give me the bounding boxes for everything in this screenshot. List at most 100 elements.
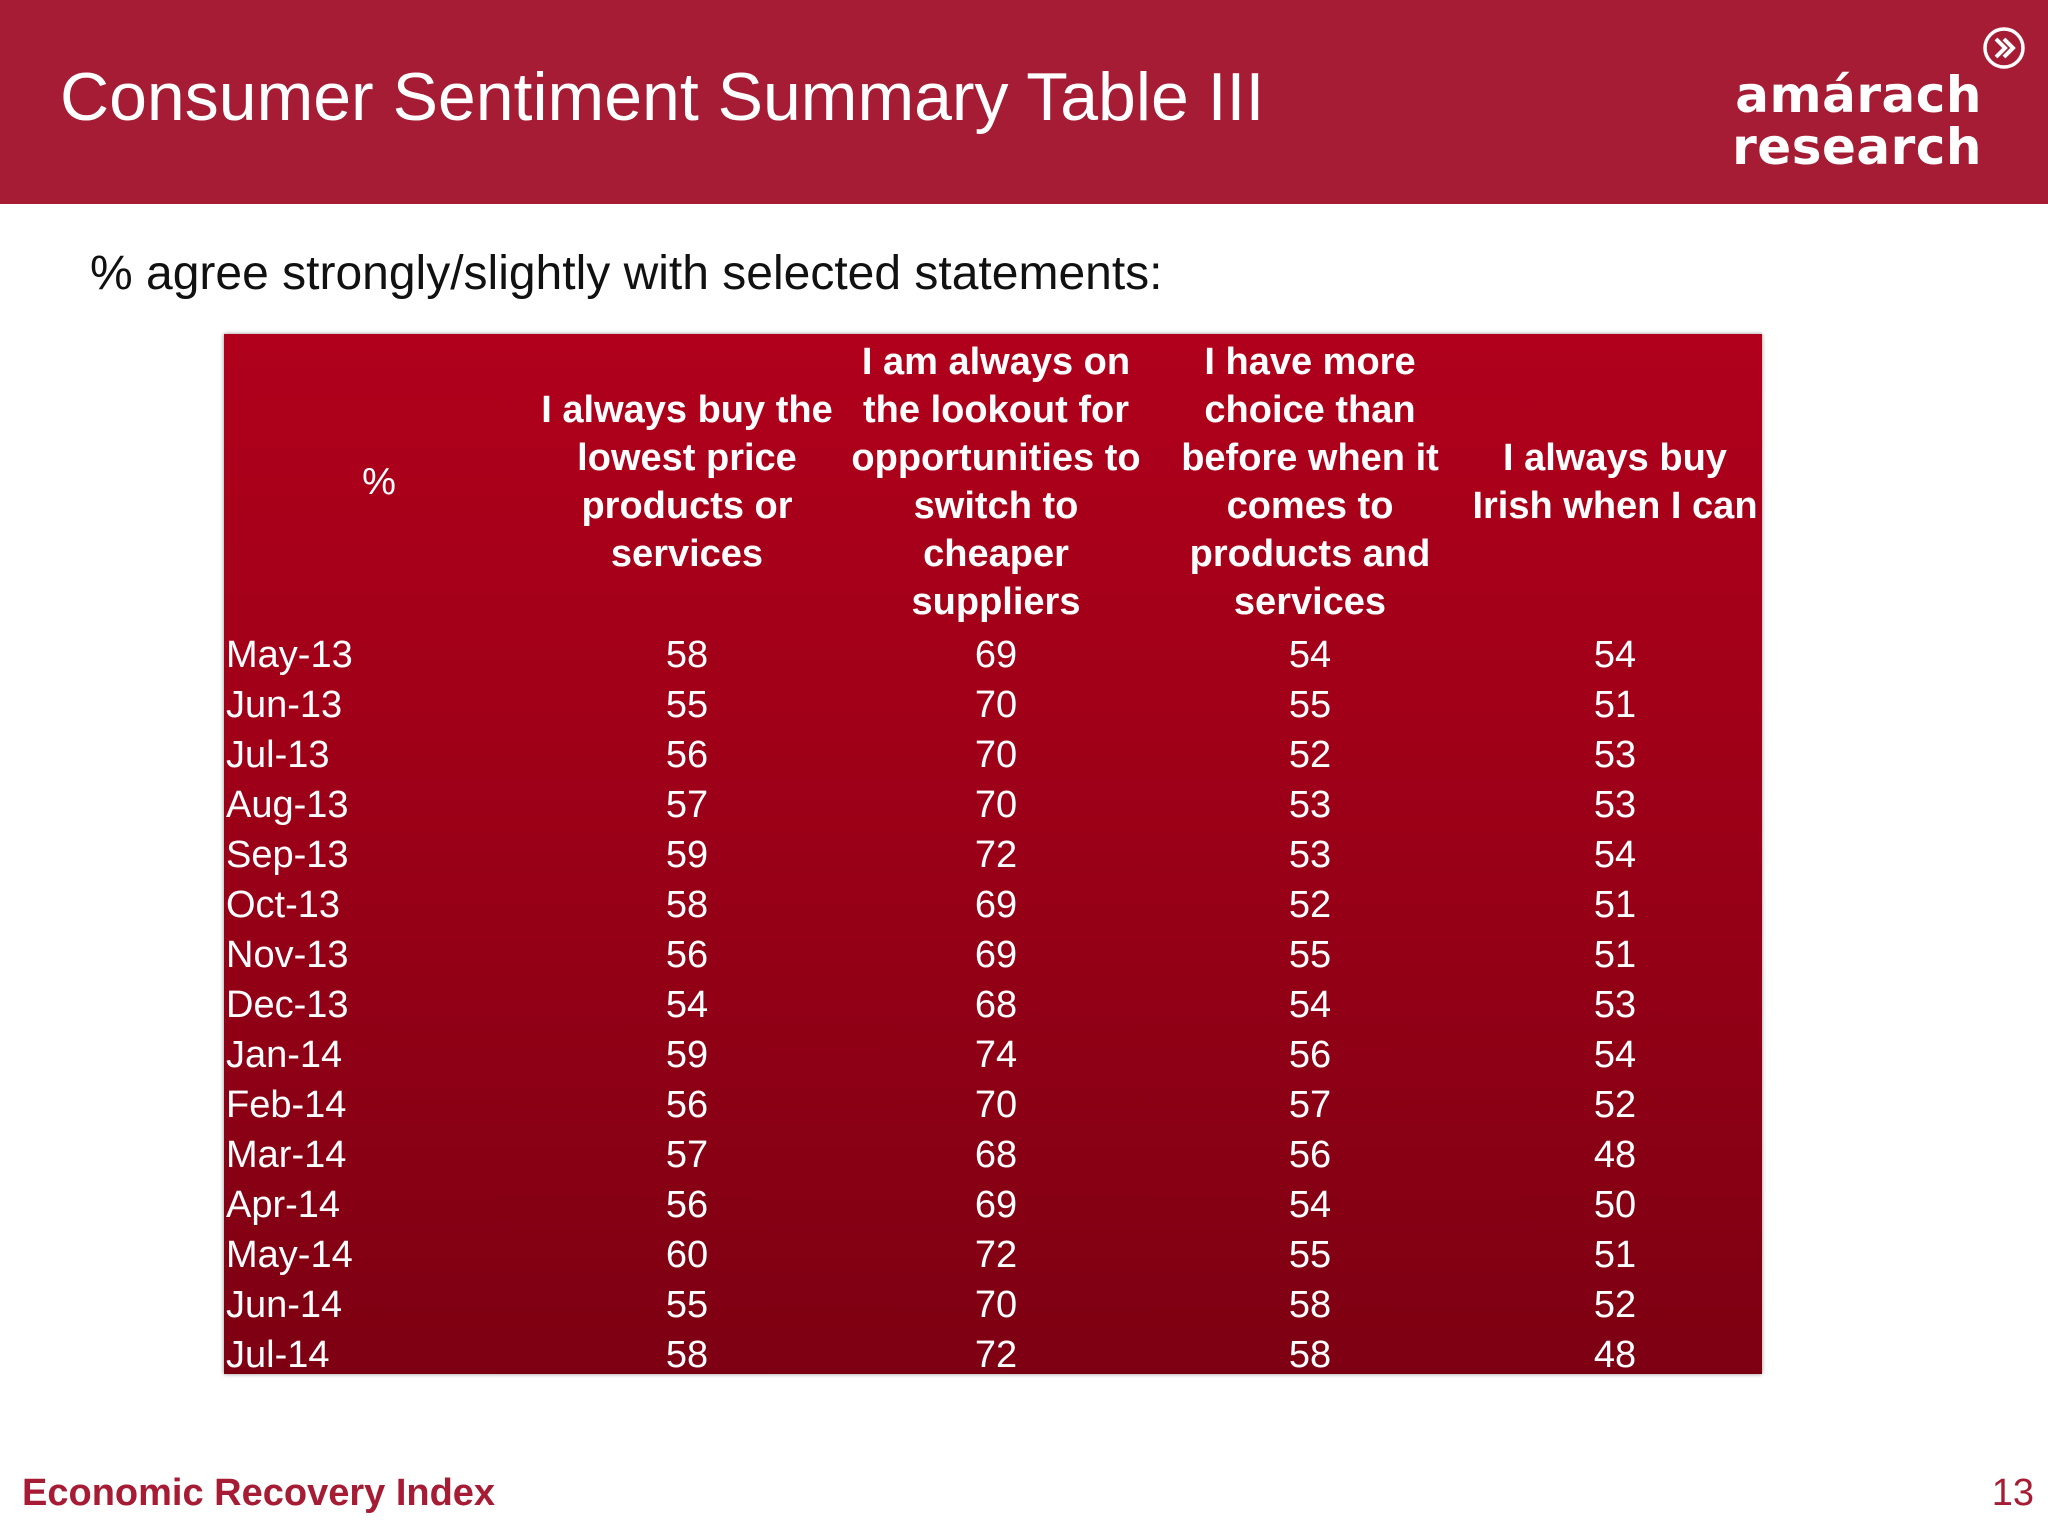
table-row: Oct-13 58 69 52 51 [224, 880, 1762, 930]
value-cell-col-1: 56 [665, 734, 709, 776]
table-header-row: % I always buy the lowest price products… [224, 334, 1762, 630]
value-cell-col-4: 53 [1593, 984, 1637, 1026]
row-month-label: Jun-14 [226, 1284, 343, 1326]
value-cell-col-4: 52 [1593, 1084, 1637, 1126]
value-cell-col-4: 51 [1593, 684, 1637, 726]
value-cell-col-3: 56 [1288, 1134, 1332, 1176]
value-cell-col-4: 51 [1593, 884, 1637, 926]
value-cell-col-2: 70 [974, 784, 1018, 826]
value-cell-col-3: 54 [1288, 1184, 1332, 1226]
row-month-label: Sep-13 [226, 834, 349, 876]
value-cell-col-2: 69 [974, 1184, 1018, 1226]
double-chevron-right-icon [1983, 27, 2025, 69]
value-cell-col-2: 68 [974, 984, 1018, 1026]
value-cell-col-1: 56 [665, 1184, 709, 1226]
logo-line-2: research [1732, 118, 1982, 176]
header-percent: % [362, 461, 396, 503]
table-row: Aug-13 57 70 53 53 [224, 780, 1762, 830]
table-row: Jun-14 55 70 58 52 [224, 1280, 1762, 1330]
table-row: Jun-13 55 70 55 51 [224, 680, 1762, 730]
table-row: Apr-14 56 69 54 50 [224, 1180, 1762, 1230]
value-cell-col-1: 56 [665, 1084, 709, 1126]
row-month-label: Jan-14 [226, 1034, 343, 1076]
value-cell-col-2: 70 [974, 1084, 1018, 1126]
value-cell-col-3: 52 [1288, 884, 1332, 926]
value-cell-col-4: 53 [1593, 784, 1637, 826]
row-month-label: Jul-14 [226, 1334, 330, 1376]
value-cell-col-3: 58 [1288, 1334, 1332, 1376]
header-band: Consumer Sentiment Summary Table III amá… [0, 0, 2048, 204]
value-cell-col-2: 72 [974, 1334, 1018, 1376]
table-body: May-13 58 69 54 54 Jun-13 55 70 55 51 Jul-13 56 70 52… [224, 630, 1762, 1380]
table-row: Jul-13 56 70 52 53 [224, 730, 1762, 780]
value-cell-col-3: 55 [1288, 684, 1332, 726]
value-cell-col-4: 50 [1593, 1184, 1637, 1226]
value-cell-col-3: 52 [1288, 734, 1332, 776]
header-buy-irish: I always buy Irish when I can [1472, 437, 1758, 527]
value-cell-col-1: 57 [665, 784, 709, 826]
value-cell-col-2: 68 [974, 1134, 1018, 1176]
value-cell-col-2: 72 [974, 834, 1018, 876]
value-cell-col-1: 59 [665, 834, 709, 876]
value-cell-col-3: 55 [1288, 1234, 1332, 1276]
value-cell-col-3: 57 [1288, 1084, 1332, 1126]
value-cell-col-4: 54 [1593, 1034, 1637, 1076]
row-month-label: Mar-14 [226, 1134, 347, 1176]
value-cell-col-1: 58 [665, 884, 709, 926]
table-row: Jul-14 58 72 58 48 [224, 1330, 1762, 1380]
table-row: Dec-13 54 68 54 53 [224, 980, 1762, 1030]
value-cell-col-1: 56 [665, 934, 709, 976]
value-cell-col-3: 55 [1288, 934, 1332, 976]
value-cell-col-1: 60 [665, 1234, 709, 1276]
value-cell-col-4: 51 [1593, 934, 1637, 976]
header-switch-cheaper: I am always on the lookout for opportuni… [851, 341, 1141, 623]
value-cell-col-4: 52 [1593, 1284, 1637, 1326]
value-cell-col-3: 53 [1288, 784, 1332, 826]
value-cell-col-3: 54 [1288, 984, 1332, 1026]
sentiment-table: % I always buy the lowest price products… [224, 334, 1762, 1380]
value-cell-col-3: 54 [1288, 634, 1332, 676]
value-cell-col-2: 69 [974, 884, 1018, 926]
amarach-research-logo: amárach research [1732, 26, 2026, 176]
value-cell-col-2: 70 [974, 1284, 1018, 1326]
header-lowest-price: I always buy the lowest price products o… [541, 389, 833, 575]
table-row: Sep-13 59 72 53 54 [224, 830, 1762, 880]
value-cell-col-2: 70 [974, 684, 1018, 726]
value-cell-col-2: 72 [974, 1234, 1018, 1276]
logo-line-1: amárach [1735, 66, 1982, 124]
row-month-label: Apr-14 [226, 1184, 341, 1226]
value-cell-col-3: 58 [1288, 1284, 1332, 1326]
sentiment-table-panel: % I always buy the lowest price products… [224, 334, 1762, 1376]
header-more-choice: I have more choice than before when it c… [1181, 341, 1439, 623]
value-cell-col-1: 55 [665, 684, 709, 726]
value-cell-col-4: 51 [1593, 1234, 1637, 1276]
row-month-label: May-13 [226, 634, 353, 676]
value-cell-col-1: 58 [665, 1334, 709, 1376]
table-row: Feb-14 56 70 57 52 [224, 1080, 1762, 1130]
table-row: Nov-13 56 69 55 51 [224, 930, 1762, 980]
row-month-label: Nov-13 [226, 934, 349, 976]
value-cell-col-4: 54 [1593, 834, 1637, 876]
value-cell-col-1: 59 [665, 1034, 709, 1076]
value-cell-col-2: 74 [974, 1034, 1018, 1076]
row-month-label: Feb-14 [226, 1084, 347, 1126]
value-cell-col-1: 55 [665, 1284, 709, 1326]
value-cell-col-3: 53 [1288, 834, 1332, 876]
value-cell-col-4: 53 [1593, 734, 1637, 776]
row-month-label: Aug-13 [226, 784, 349, 826]
value-cell-col-4: 54 [1593, 634, 1637, 676]
table-row: Jan-14 59 74 56 54 [224, 1030, 1762, 1080]
value-cell-col-2: 70 [974, 734, 1018, 776]
footer-label: Economic Recovery Index [22, 1472, 496, 1514]
row-month-label: Jul-13 [226, 734, 330, 776]
row-month-label: Dec-13 [226, 984, 349, 1026]
value-cell-col-1: 57 [665, 1134, 709, 1176]
value-cell-col-4: 48 [1593, 1134, 1637, 1176]
slide-title: Consumer Sentiment Summary Table III [60, 59, 1265, 135]
row-month-label: Jun-13 [226, 684, 343, 726]
table-row: Mar-14 57 68 56 48 [224, 1130, 1762, 1180]
table-row: May-13 58 69 54 54 [224, 630, 1762, 680]
table-row: May-14 60 72 55 51 [224, 1230, 1762, 1280]
slide-subtitle: % agree strongly/slightly with selected … [90, 247, 1163, 300]
